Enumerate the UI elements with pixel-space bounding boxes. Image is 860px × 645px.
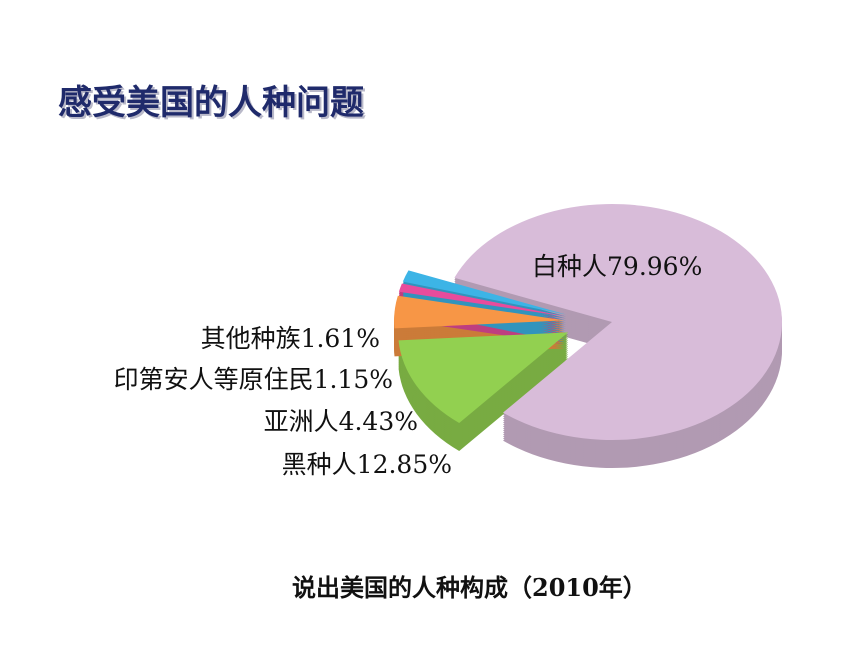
value-label: 12.85% bbox=[357, 450, 452, 479]
category-label: 白种人 bbox=[532, 252, 607, 281]
category-label: 亚洲人 bbox=[264, 407, 339, 436]
chart-title: 感受美国的人种问题 bbox=[58, 83, 364, 123]
slice bbox=[454, 203, 783, 440]
data-label: 印第安人等原住民1.15% bbox=[114, 365, 393, 394]
value-label: 4.43% bbox=[339, 407, 418, 436]
data-label: 黑种人12.85% bbox=[282, 450, 452, 479]
caption: 说出美国的人种构成（2010年） bbox=[292, 573, 647, 602]
slice bbox=[394, 295, 565, 329]
pie bbox=[394, 203, 783, 468]
data-label: 其他种族1.61% bbox=[201, 324, 380, 353]
category-label: 其他种族 bbox=[201, 324, 301, 353]
data-label: 亚洲人4.43% bbox=[264, 407, 418, 436]
data-label: 白种人79.96% bbox=[532, 252, 702, 281]
category-label: 印第安人等原住民 bbox=[114, 365, 314, 394]
value-label: 1.61% bbox=[301, 324, 380, 353]
slice bbox=[398, 283, 566, 317]
value-label: 79.96% bbox=[607, 252, 702, 281]
category-label: 黑种人 bbox=[282, 450, 357, 479]
labels: 白种人79.96% 黑种人12.85% 亚洲人4.43% 印第安人等原住民1.15% 其… bbox=[114, 252, 703, 479]
slice bbox=[398, 332, 569, 423]
value-label: 1.15% bbox=[314, 365, 393, 394]
slice bbox=[402, 270, 567, 315]
title-shadow: 感受美国的人种问题 bbox=[60, 85, 366, 125]
